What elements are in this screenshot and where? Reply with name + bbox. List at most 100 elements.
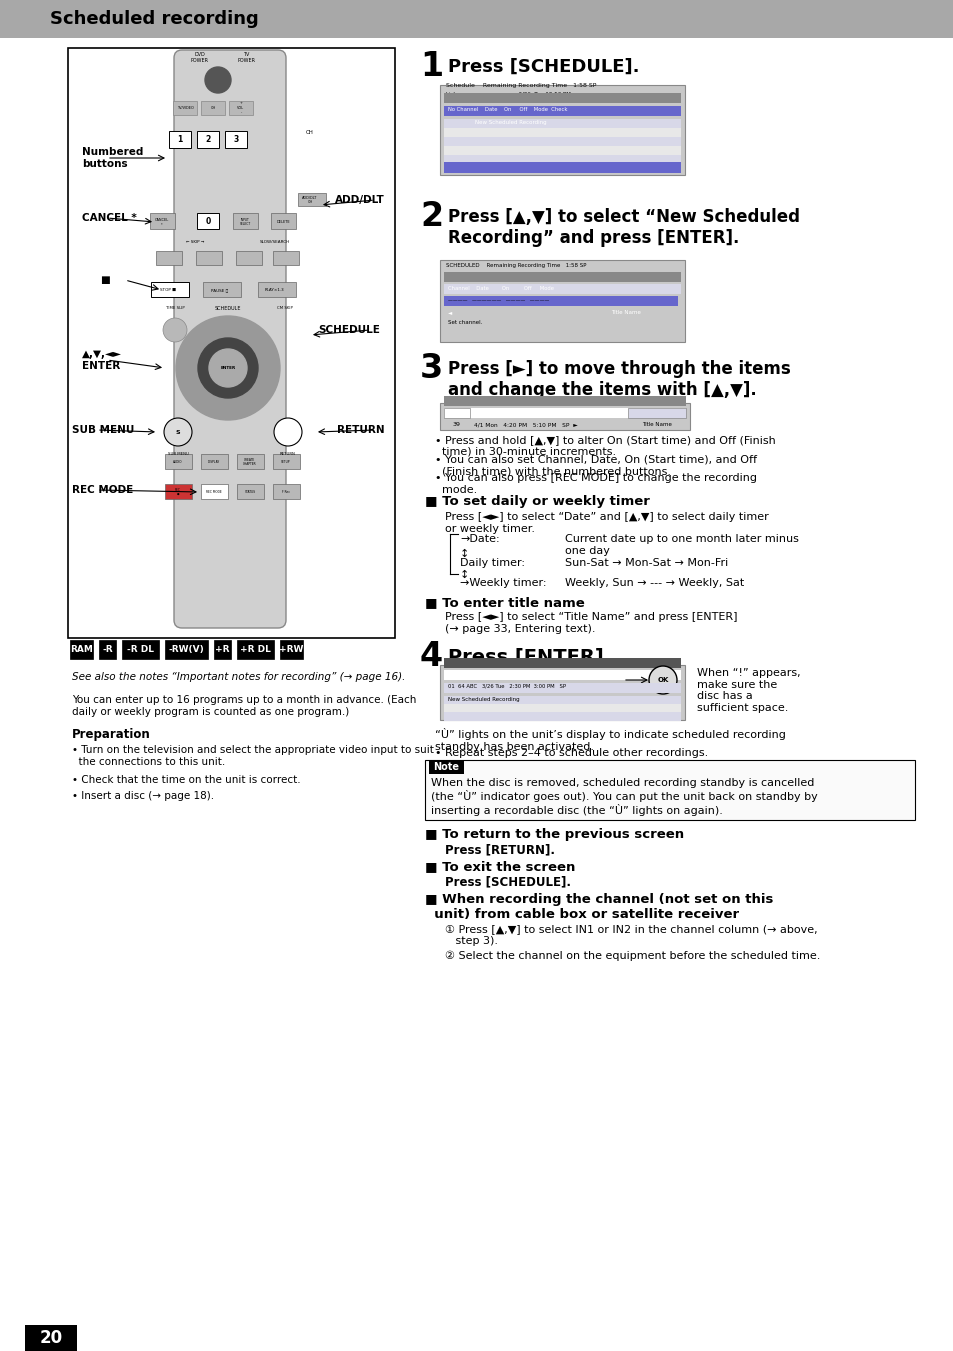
Bar [150, 213, 174, 230]
Bar [429, 761, 463, 774]
Bar [443, 119, 680, 128]
Text: • Press and hold [▲,▼] to alter On (Start time) and Off (Finish
  time) in 30-mi: • Press and hold [▲,▼] to alter On (Star… [435, 435, 775, 457]
Bar [201, 101, 225, 115]
Text: 2: 2 [419, 200, 442, 232]
Text: DVD
POWER: DVD POWER [191, 53, 209, 63]
Text: • Insert a disc (→ page 18).: • Insert a disc (→ page 18). [71, 790, 213, 801]
Bar [424, 761, 914, 820]
Text: 4: 4 [419, 640, 442, 673]
Text: 1: 1 [419, 50, 442, 82]
Text: SCHEDULED    Remaining Recording Time   1:58 SP: SCHEDULED Remaining Recording Time 1:58 … [446, 263, 586, 267]
Text: +R: +R [215, 646, 230, 654]
Text: “Ù” lights on the unit’s display to indicate scheduled recording
standby has bee: “Ù” lights on the unit’s display to indi… [435, 728, 785, 751]
Bar [443, 696, 680, 705]
Bar [443, 93, 680, 103]
Text: RQT8314: RQT8314 [25, 1325, 70, 1335]
Text: SUB MENU: SUB MENU [168, 453, 189, 457]
Text: ■ When recording the channel (not set on this
  unit) from cable box or satellit: ■ When recording the channel (not set on… [424, 893, 773, 921]
Text: TV/VIDEO: TV/VIDEO [176, 105, 193, 109]
Bar [236, 484, 264, 499]
Bar [273, 454, 299, 469]
Bar [257, 282, 295, 297]
Text: ■ To return to the previous screen: ■ To return to the previous screen [424, 828, 683, 842]
Bar [156, 251, 182, 265]
Bar [236, 454, 264, 469]
Text: 1: 1 [177, 135, 182, 143]
Bar [443, 105, 680, 116]
Text: RAM: RAM [71, 646, 93, 654]
Text: OK: OK [657, 677, 668, 684]
Text: RETURN: RETURN [337, 426, 385, 435]
Text: ① Press [▲,▼] to select IN1 or IN2 in the channel column (→ above,
   step 3).: ① Press [▲,▼] to select IN1 or IN2 in th… [444, 924, 817, 946]
Text: ■ To enter title name: ■ To enter title name [424, 596, 584, 609]
Circle shape [198, 338, 257, 399]
Text: Weekly, Sun → --- → Weekly, Sat: Weekly, Sun → --- → Weekly, Sat [564, 578, 743, 588]
Text: SCHEDULE: SCHEDULE [214, 305, 241, 311]
Text: SCHEDULE: SCHEDULE [317, 326, 379, 335]
Text: • You can also press [REC MODE] to change the recording
  mode.: • You can also press [REC MODE] to chang… [435, 473, 757, 494]
Bar [196, 131, 219, 149]
Text: +
VOL
-: + VOL - [237, 101, 244, 115]
Text: DELETE: DELETE [276, 220, 290, 224]
Bar [297, 193, 326, 205]
Text: • Check that the time on the unit is correct.: • Check that the time on the unit is cor… [71, 775, 300, 785]
Text: Schedule    Remaining Recording Time   1:58 SP: Schedule Remaining Recording Time 1:58 S… [446, 82, 596, 88]
Bar [443, 712, 680, 721]
Text: ② Select the channel on the equipment before the scheduled time.: ② Select the channel on the equipment be… [444, 951, 820, 962]
Bar [99, 640, 116, 659]
Text: DISPLAY: DISPLAY [208, 459, 220, 463]
Text: CANCEL
*: CANCEL * [154, 218, 169, 227]
Bar [273, 484, 299, 499]
Bar [439, 403, 689, 430]
Text: 2: 2 [205, 135, 211, 143]
Text: STATUS: STATUS [244, 490, 255, 494]
Text: Press [RETURN].: Press [RETURN]. [444, 843, 555, 857]
Bar [236, 640, 274, 659]
Bar [165, 640, 208, 659]
Text: No Channel    Date    On     Off    Mode  Check: No Channel Date On Off Mode Check [448, 107, 567, 112]
Text: ▲,▼,◄►
ENTER: ▲,▼,◄► ENTER [82, 349, 122, 370]
Text: Set channel.: Set channel. [448, 320, 482, 326]
Text: TV
POWER: TV POWER [236, 53, 254, 63]
Text: +RW: +RW [279, 646, 303, 654]
FancyBboxPatch shape [173, 50, 286, 628]
Circle shape [209, 349, 247, 386]
Bar [122, 640, 159, 659]
Bar [443, 155, 680, 163]
Text: 39: 39 [453, 422, 460, 427]
Text: SLOW/SEARCH: SLOW/SEARCH [259, 240, 290, 245]
Bar [443, 704, 680, 713]
Text: New Scheduled Recording: New Scheduled Recording [475, 120, 546, 126]
Bar [235, 251, 262, 265]
Text: Press [ENTER].: Press [ENTER]. [448, 648, 611, 667]
Bar [0, 0, 953, 38]
Bar [443, 684, 680, 693]
Bar [271, 213, 295, 230]
Bar [443, 128, 680, 136]
Text: ADD/DLT
CH: ADD/DLT CH [302, 196, 317, 204]
Bar [439, 259, 684, 342]
Bar [213, 640, 231, 659]
Bar [203, 282, 241, 297]
Text: Sun-Sat → Mon-Sat → Mon-Fri: Sun-Sat → Mon-Sat → Mon-Fri [564, 558, 727, 567]
Bar [443, 272, 680, 282]
Text: +R DL: +R DL [239, 646, 271, 654]
Text: REC
●: REC ● [175, 488, 181, 496]
Text: 3: 3 [419, 353, 443, 385]
Bar [273, 251, 298, 265]
Text: CM SKIP: CM SKIP [276, 305, 293, 309]
Text: 3: 3 [233, 135, 238, 143]
Circle shape [205, 68, 231, 93]
Bar [68, 49, 395, 638]
Text: No  Channel    Date         On          Off     Mode: No Channel Date On Off Mode [448, 671, 567, 677]
Bar [279, 640, 303, 659]
Text: PLAY×1.3: PLAY×1.3 [265, 288, 285, 292]
Circle shape [175, 316, 280, 420]
Text: S: S [175, 430, 180, 435]
Text: List                                    3/26  Tue 12:53 PM: List 3/26 Tue 12:53 PM [446, 92, 570, 97]
Text: See also the notes “Important notes for recording” (→ page 16).: See also the notes “Important notes for … [71, 671, 405, 682]
Text: Press [SCHEDULE].: Press [SCHEDULE]. [444, 875, 571, 888]
Text: →Weekly timer:: →Weekly timer: [459, 578, 546, 588]
Text: When the disc is removed, scheduled recording standby is cancelled
(the “Ù” indi: When the disc is removed, scheduled reco… [431, 778, 817, 816]
Text: Press [◄►] to select “Title Name” and press [ENTER]
(→ page 33, Entering text).: Press [◄►] to select “Title Name” and pr… [444, 612, 737, 634]
